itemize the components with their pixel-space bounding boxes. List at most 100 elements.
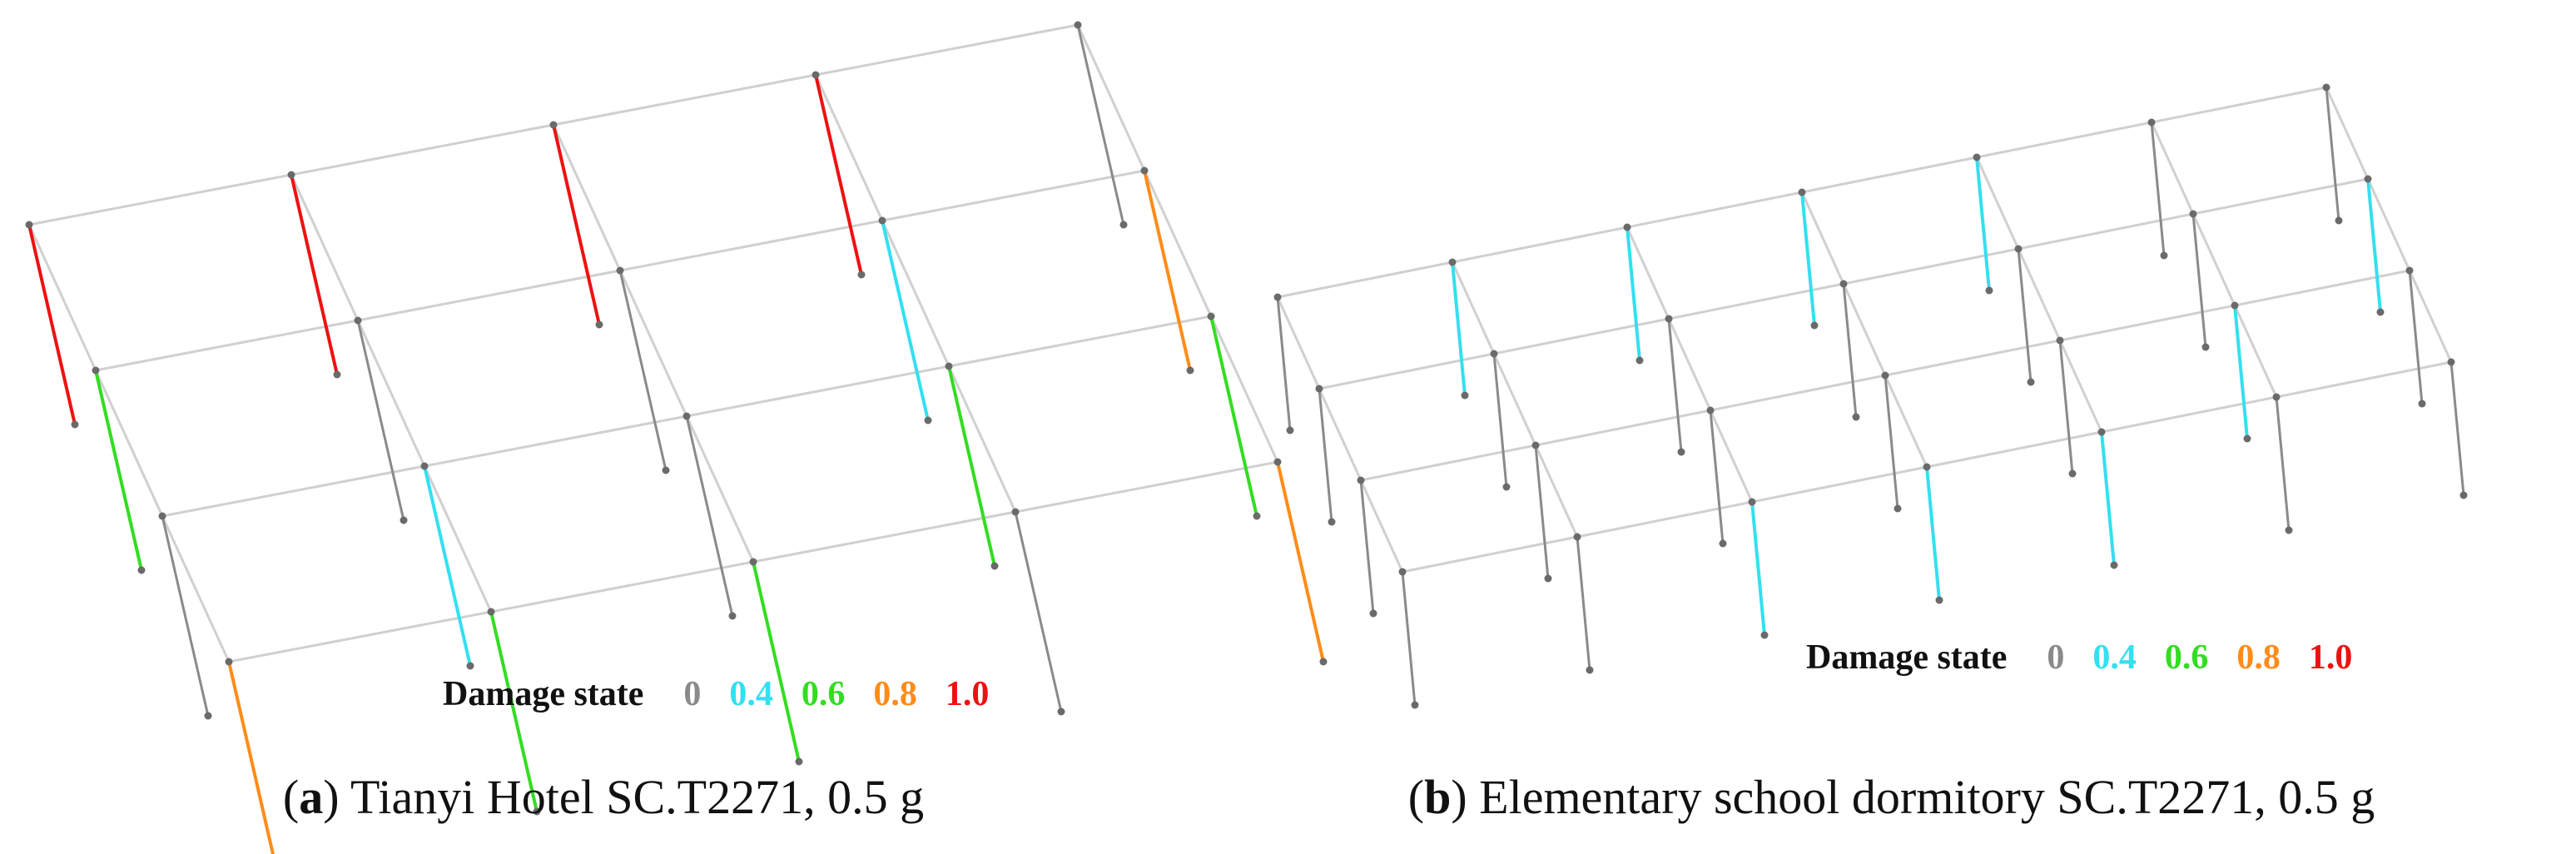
beam-line: [814, 73, 1017, 514]
node-top: [1074, 21, 1082, 29]
node-base: [1719, 539, 1727, 548]
node-base: [1852, 413, 1860, 421]
node-top: [1140, 166, 1149, 175]
column-line: [1451, 261, 1467, 397]
node-top: [1448, 258, 1457, 266]
node-top: [225, 658, 233, 666]
node-base: [1186, 366, 1194, 375]
column-line: [1842, 282, 1858, 419]
node-base: [1319, 658, 1328, 666]
node-base: [2335, 216, 2343, 225]
column-line: [1401, 570, 1417, 707]
column-line: [489, 610, 539, 813]
column-line: [752, 560, 801, 763]
node-base: [1119, 221, 1128, 229]
column-line: [1014, 510, 1063, 713]
legend-title: Damage state: [1806, 638, 2008, 677]
node-base: [1544, 574, 1552, 583]
node-top: [2231, 301, 2239, 310]
legend-level-0-8: 0.8: [873, 675, 917, 713]
node-base: [2285, 526, 2293, 534]
node-base: [2243, 434, 2251, 443]
node-base: [1286, 426, 1294, 434]
column-line: [94, 369, 143, 572]
panel-b: Damage state 0 0.4 0.6 0.8 1.0 (b) Eleme…: [1207, 0, 2576, 854]
node-base: [1985, 286, 1993, 295]
caption-a: (a) Tianyi Hotel SC.T2271, 0.5 g: [282, 770, 925, 824]
node-top: [1531, 441, 1540, 449]
column-line: [814, 73, 863, 276]
panel-a: Damage state 0 0.4 0.6 0.8 1.0 (a) Tiany…: [0, 0, 1328, 854]
node-top: [1839, 280, 1848, 288]
column-line: [552, 123, 601, 326]
node-top: [1273, 293, 1282, 301]
node-top: [287, 171, 295, 179]
column-line: [290, 173, 339, 376]
beam-line: [290, 173, 493, 613]
column-line: [618, 269, 668, 472]
column-line: [2100, 430, 2116, 567]
column-line: [1534, 444, 1550, 580]
column-line: [1667, 317, 1683, 454]
caption-letter: a: [299, 770, 324, 824]
damage-legend-b: Damage state 0 0.4 0.6 0.8 1.0: [1806, 638, 2352, 678]
beam-line: [552, 123, 755, 564]
node-base: [400, 516, 408, 524]
node-top: [92, 366, 100, 375]
node-top: [812, 71, 820, 79]
node-base: [1253, 512, 1261, 520]
node-top: [1798, 188, 1806, 196]
legend-level-0-8: 0.8: [2236, 638, 2281, 677]
column-line: [1209, 315, 1258, 518]
column-line: [2325, 86, 2340, 222]
node-base: [1586, 666, 1594, 674]
legend-level-0-6: 0.6: [2164, 638, 2209, 677]
column-line: [1276, 295, 1292, 432]
node-base: [333, 370, 341, 379]
node-base: [990, 562, 999, 570]
column-line: [2366, 177, 2382, 314]
node-base: [1461, 391, 1469, 400]
node-top: [1748, 498, 1756, 506]
legend-level-0: 0: [683, 675, 702, 713]
column-line: [1076, 23, 1125, 226]
column-line: [2449, 360, 2465, 497]
node-top: [616, 266, 624, 275]
node-base: [2110, 561, 2118, 569]
column-line: [2275, 395, 2291, 532]
column-line: [1750, 500, 1766, 637]
beam-line: [1076, 23, 1279, 464]
column-line: [227, 660, 275, 854]
node-top: [1315, 385, 1323, 393]
node-top: [2097, 428, 2106, 436]
node-base: [1810, 321, 1819, 330]
node-base: [857, 271, 866, 279]
node-base: [1369, 609, 1377, 618]
legend-title: Damage state: [443, 675, 644, 713]
column-line: [161, 514, 210, 717]
legend-level-1-0: 1.0: [945, 675, 990, 713]
node-top: [1357, 476, 1365, 484]
node-base: [71, 420, 79, 429]
node-top: [1490, 350, 1498, 358]
column-line: [881, 219, 930, 422]
node-top: [2447, 358, 2455, 366]
node-top: [1207, 312, 1215, 320]
node-top: [1923, 463, 1931, 471]
node-top: [420, 462, 429, 470]
beam-line: [1800, 191, 1928, 469]
node-top: [2405, 266, 2414, 275]
node-base: [1760, 631, 1769, 639]
node-base: [1328, 518, 1336, 526]
legend-level-0-4: 0.4: [2092, 638, 2137, 677]
node-base: [2160, 251, 2168, 260]
node-base: [1411, 701, 1419, 709]
beam-line: [27, 223, 231, 663]
node-top: [158, 512, 166, 520]
legend-level-1-0: 1.0: [2308, 638, 2353, 677]
column-line: [1576, 535, 1591, 672]
node-top: [354, 316, 362, 325]
node-base: [662, 466, 670, 474]
node-top: [487, 608, 495, 616]
